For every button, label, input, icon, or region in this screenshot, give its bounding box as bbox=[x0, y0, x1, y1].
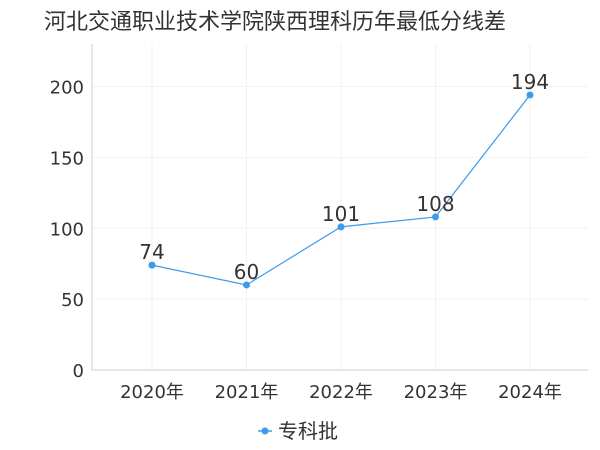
legend-point-marker bbox=[261, 427, 269, 435]
x-tick-label: 2023年 bbox=[404, 382, 468, 403]
data-point bbox=[148, 261, 156, 269]
x-tick-label: 2020年 bbox=[120, 382, 184, 403]
data-point bbox=[337, 223, 345, 231]
data-label: 101 bbox=[322, 202, 360, 226]
y-tick-label: 150 bbox=[50, 148, 84, 169]
chart-title: 河北交通职业技术学院陕西理科历年最低分线差 bbox=[44, 10, 507, 35]
y-tick-label: 200 bbox=[50, 78, 84, 99]
x-tick-label: 2021年 bbox=[215, 382, 279, 403]
x-tick-label: 2024年 bbox=[498, 382, 562, 403]
data-point bbox=[243, 281, 250, 289]
data-label: 194 bbox=[511, 70, 549, 94]
x-tick-label: 2022年 bbox=[309, 382, 373, 403]
y-tick-label: 100 bbox=[50, 219, 84, 240]
data-label: 60 bbox=[234, 260, 259, 284]
data-label: 108 bbox=[416, 192, 454, 216]
data-label: 74 bbox=[139, 240, 164, 264]
y-tick-label: 50 bbox=[61, 290, 84, 311]
y-tick-label: 0 bbox=[73, 361, 84, 382]
data-point bbox=[432, 213, 439, 221]
legend-label: 专科批 bbox=[278, 419, 338, 443]
data-point bbox=[526, 91, 534, 99]
